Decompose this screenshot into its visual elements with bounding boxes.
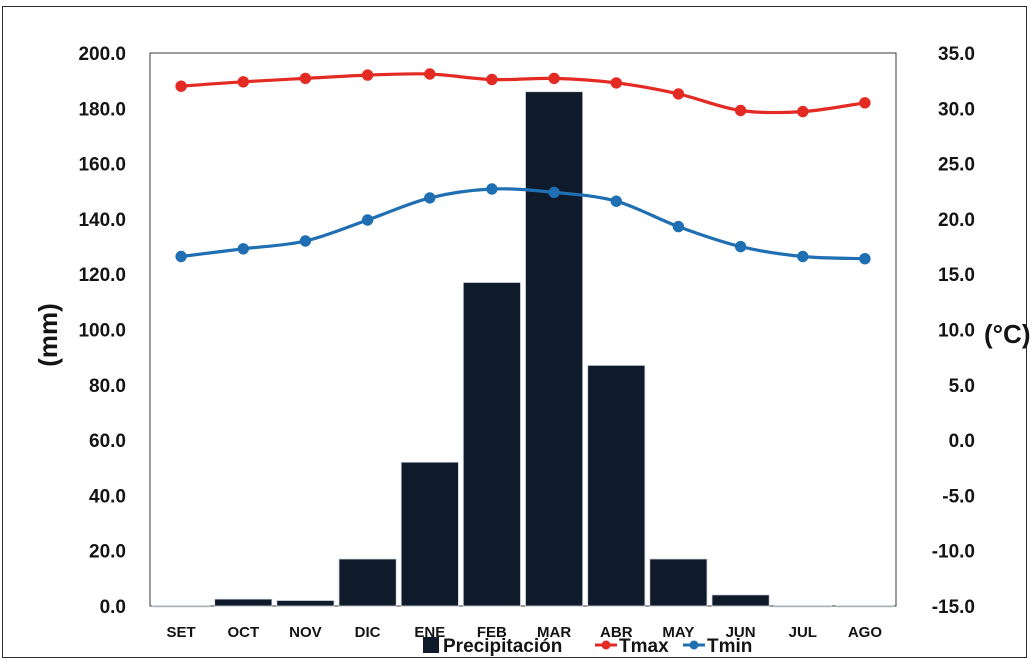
left-tick-label: 20.0 [89, 542, 126, 563]
right-tick-label: 15.0 [938, 265, 975, 286]
right-tick-label: 0.0 [949, 431, 975, 452]
line-tmin [180, 187, 865, 261]
point-tmax-set [175, 80, 187, 92]
point-tmin-oct [237, 243, 250, 255]
point-tmax-feb [486, 73, 498, 86]
right-tick-label: 20.0 [938, 210, 975, 231]
point-tmin-ene [424, 192, 436, 204]
point-tmin-nov [299, 235, 312, 247]
category-label-abr: ABR [600, 624, 633, 641]
point-tmin-abr [610, 195, 622, 207]
left-tick-label: 160.0 [78, 155, 126, 176]
legend-swatch-precipitacion [423, 637, 439, 653]
point-tmax-ago [859, 97, 871, 109]
legend-label-precipitacion: Precipitación [443, 636, 562, 657]
chart-frame [2, 6, 1027, 658]
bar-ago [835, 605, 894, 608]
point-tmax-jun [734, 104, 747, 117]
category-labels: SET OCT NOV DIC ENE FEB MAR ABR MAY JUN JUL AGO [167, 624, 883, 641]
bar-nov [276, 600, 335, 607]
legend-label-tmin: Tmin [707, 636, 752, 657]
point-tmax-mar [548, 72, 560, 85]
left-tick-label: 200.0 [78, 44, 126, 65]
point-tmax-abr [610, 77, 622, 89]
left-axis-title: (mm) [33, 303, 63, 367]
point-tmax-jul [797, 105, 809, 118]
right-tick-label: 30.0 [938, 99, 975, 120]
point-tmin-mar [548, 186, 560, 199]
category-label-ago: AGO [848, 624, 883, 641]
right-tick-label: 5.0 [949, 376, 975, 397]
left-tick-label: 100.0 [78, 321, 126, 342]
category-label-ene: ENE [414, 624, 445, 641]
point-tmin-feb [486, 183, 498, 195]
point-tmax-oct [237, 76, 250, 88]
bar-ene [400, 461, 459, 607]
left-tick-label: 180.0 [78, 99, 126, 120]
bar-abr [587, 364, 646, 607]
left-tick-label: 60.0 [89, 431, 126, 452]
category-label-set: SET [167, 624, 196, 641]
line-tmax [180, 72, 866, 115]
bar-oct [214, 598, 273, 607]
plot-area [149, 52, 897, 607]
category-label-may: MAY [662, 624, 694, 641]
line-series-group [175, 68, 871, 265]
point-tmin-may [672, 220, 685, 233]
bar-jul [773, 605, 832, 608]
bar-mar [525, 91, 584, 607]
point-tmax-nov [299, 72, 312, 85]
point-tmin-set [175, 250, 187, 263]
category-label-jul: JUL [789, 624, 817, 641]
bar-set [152, 605, 211, 608]
right-axis-title: (°C) [984, 319, 1031, 349]
bar-dic [338, 558, 397, 607]
point-tmin-jun [734, 240, 747, 253]
right-tick-label: -15.0 [932, 597, 975, 618]
category-label-jun: JUN [726, 624, 756, 641]
point-tmax-dic [361, 69, 374, 81]
right-tick-label: 35.0 [938, 44, 975, 65]
category-label-feb: FEB [477, 624, 507, 641]
left-tick-label: 0.0 [100, 597, 126, 618]
point-tmin-jul [797, 250, 809, 263]
right-tick-label: -10.0 [932, 542, 975, 563]
category-label-oct: OCT [227, 624, 259, 641]
left-tick-label: 80.0 [89, 376, 126, 397]
left-tick-label: 40.0 [89, 486, 126, 507]
legend-label-tmax: Tmax [619, 636, 669, 657]
bar-jun [711, 594, 770, 607]
legend: Precipitación Tmax Tmin [423, 636, 752, 657]
bar-feb [462, 282, 521, 607]
left-axis-ticks: 0.0 20.0 40.0 60.0 80.0 100.0 120.0 140.0 160.0 1… [78, 44, 126, 618]
bar-series-precipitation [152, 91, 894, 608]
bar-may [649, 558, 708, 607]
right-tick-label: 25.0 [938, 155, 975, 176]
left-tick-label: 140.0 [78, 210, 126, 231]
category-label-nov: NOV [289, 624, 322, 641]
right-tick-label: 10.0 [938, 321, 975, 342]
legend-marker-tmin [689, 640, 699, 650]
point-tmax-ene [424, 68, 436, 80]
right-axis-ticks: -15.0 -10.0 -5.0 0.0 5.0 10.0 15.0 20.0 25.0 30.0… [932, 44, 975, 618]
point-tmin-dic [361, 214, 374, 226]
right-tick-label: -5.0 [942, 486, 975, 507]
point-tmax-may [672, 88, 685, 100]
legend-marker-tmax [601, 640, 611, 650]
category-label-dic: DIC [355, 624, 381, 641]
left-tick-label: 120.0 [78, 265, 126, 286]
point-tmin-ago [859, 253, 871, 265]
category-label-mar: MAR [537, 624, 571, 641]
